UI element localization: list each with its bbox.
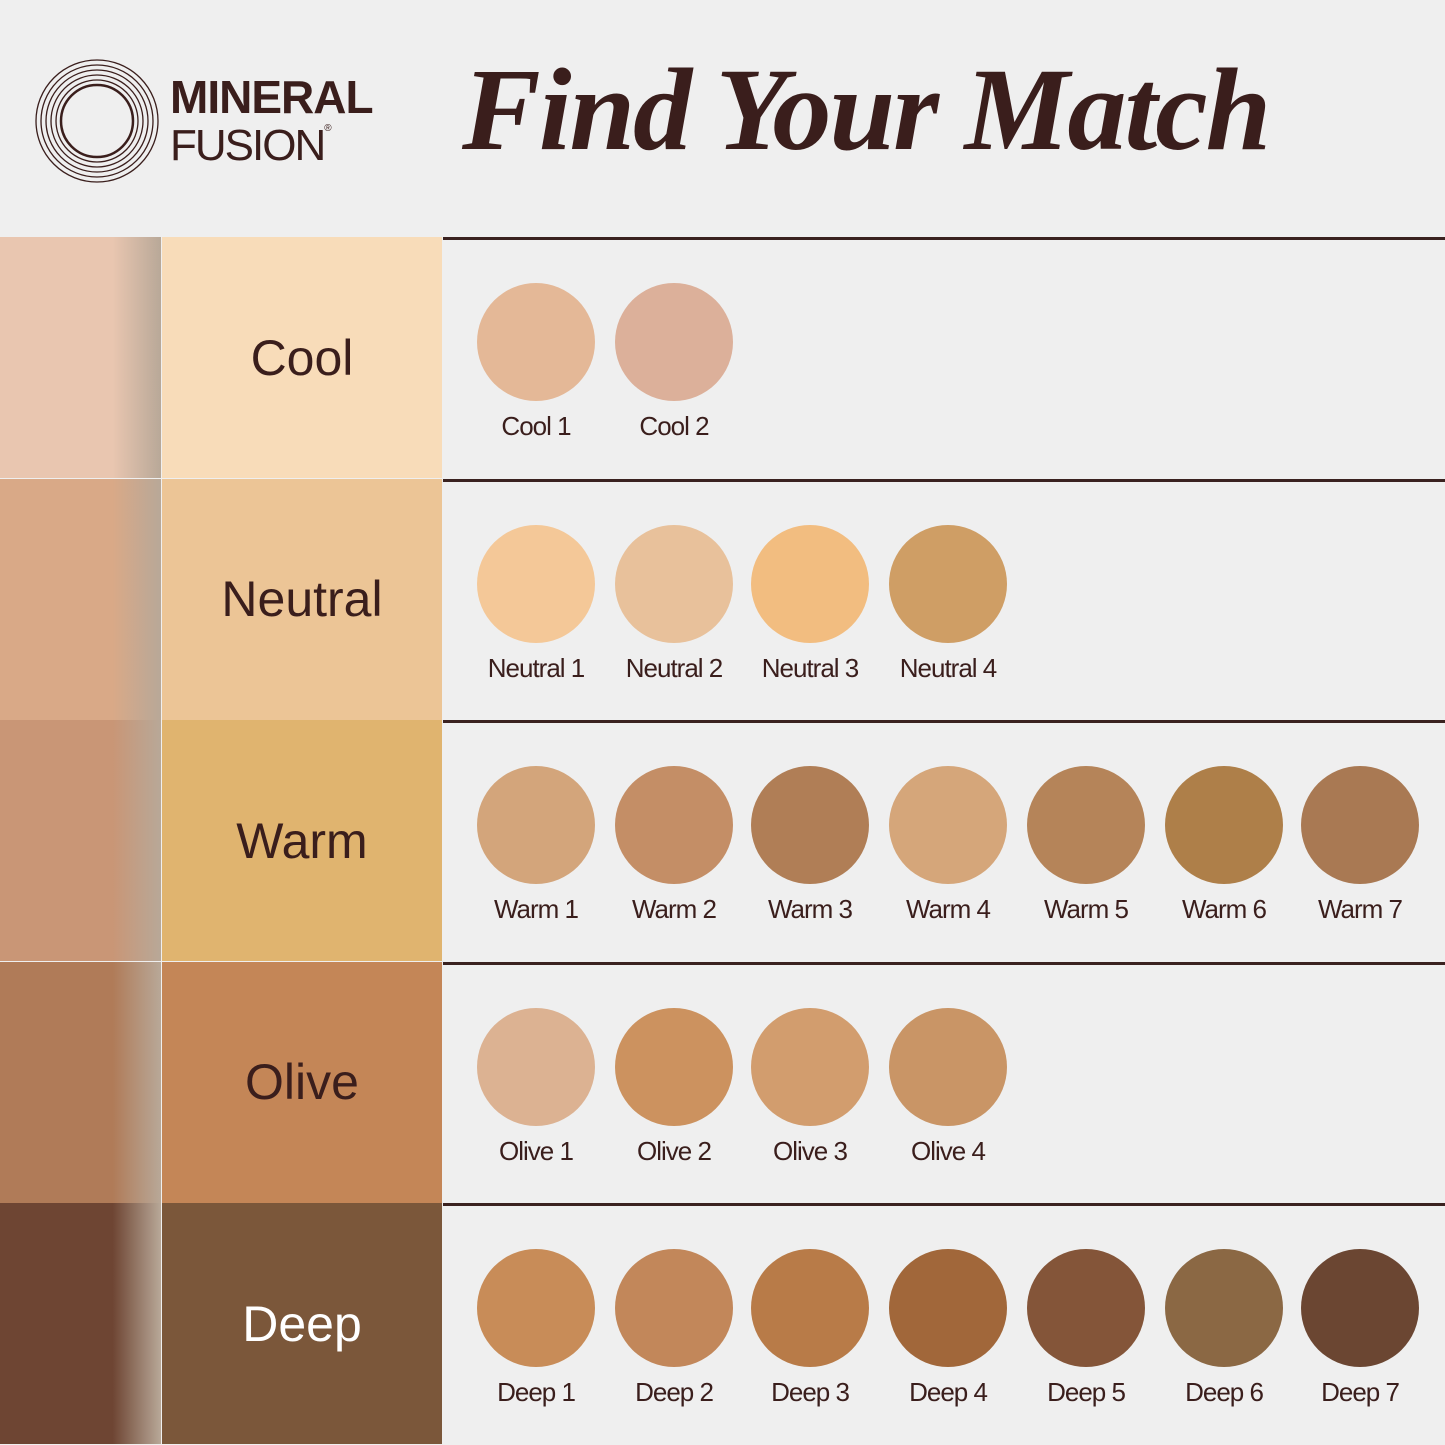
logo-rings-icon (35, 59, 159, 183)
shade-color-dot[interactable] (1165, 766, 1283, 885)
shade-swatch[interactable]: Deep 7 (1291, 1249, 1429, 1407)
shade-name: Deep 2 (635, 1377, 714, 1408)
shade-name: Cool 2 (639, 411, 709, 441)
shade-row-cool: Cool Cool 1 Cool 2 (0, 237, 1445, 478)
shade-row-deep: Deep Deep 1 Deep 2 Deep 3 Deep 4 Deep 5 … (0, 1203, 1445, 1445)
shade-swatch[interactable]: Warm 4 (879, 766, 1017, 924)
registered-mark: ® (324, 123, 332, 134)
shade-color-dot[interactable] (889, 1007, 1007, 1126)
shade-swatch[interactable]: Deep 2 (605, 1249, 743, 1407)
shade-swatch[interactable]: Deep 6 (1155, 1249, 1293, 1407)
shade-row-olive: Olive Olive 1 Olive 2 Olive 3 Olive 4 (0, 961, 1445, 1203)
undertone-label: Cool (162, 237, 442, 478)
undertone-label: Neutral (162, 478, 442, 720)
shade-name: Olive 2 (637, 1135, 712, 1166)
shade-color-dot[interactable] (1301, 1249, 1419, 1368)
model-photo (0, 720, 161, 962)
shade-swatch[interactable]: Olive 3 (741, 1007, 879, 1166)
shade-color-dot[interactable] (751, 524, 869, 643)
shade-name: Deep 6 (1185, 1377, 1264, 1408)
shade-name: Warm 3 (767, 894, 853, 925)
shade-row-neutral: Neutral Neutral 1 Neutral 2 Neutral 3 Ne… (0, 478, 1445, 720)
shade-color-dot[interactable] (477, 524, 595, 643)
shade-name: Warm 4 (905, 894, 991, 925)
shade-name: Warm 2 (631, 894, 717, 925)
shade-swatch[interactable]: Deep 1 (467, 1249, 605, 1407)
shade-swatch[interactable]: Olive 2 (605, 1007, 743, 1166)
shade-name: Deep 1 (497, 1377, 576, 1408)
shade-name: Olive 4 (911, 1135, 986, 1166)
shade-color-dot[interactable] (615, 1007, 733, 1126)
shade-name: Deep 4 (909, 1377, 988, 1408)
shade-name: Deep 7 (1321, 1377, 1400, 1408)
shade-name: Warm 1 (493, 894, 579, 925)
shade-name: Deep 3 (771, 1377, 850, 1408)
shade-name: Cool 1 (501, 411, 571, 441)
brand-logo: MINERAL FUSION® (34, 58, 434, 188)
shade-color-dot[interactable] (751, 766, 869, 885)
undertone-label: Olive (162, 961, 442, 1203)
shade-swatch[interactable]: Neutral 1 (467, 524, 605, 683)
shade-color-dot[interactable] (477, 283, 595, 401)
model-photo (0, 961, 161, 1203)
row-divider (443, 1203, 1445, 1207)
row-divider (443, 478, 1445, 482)
shade-name: Warm 7 (1317, 894, 1403, 925)
shade-color-dot[interactable] (477, 766, 595, 885)
shade-color-dot[interactable] (889, 1249, 1007, 1368)
shade-color-dot[interactable] (751, 1007, 869, 1126)
row-divider (443, 237, 1445, 240)
shade-name: Olive 1 (499, 1135, 574, 1166)
shade-name: Warm 6 (1181, 894, 1267, 925)
brand-name-line2: FUSION® (170, 124, 332, 168)
undertone-label: Warm (162, 720, 442, 962)
shade-swatch[interactable]: Warm 3 (741, 766, 879, 924)
shade-name: Warm 5 (1043, 894, 1129, 925)
shade-swatch[interactable]: Deep 5 (1017, 1249, 1155, 1407)
undertone-label: Deep (162, 1203, 442, 1445)
model-photo (0, 478, 161, 720)
shade-color-dot[interactable] (889, 524, 1007, 643)
shade-row-warm: Warm Warm 1 Warm 2 Warm 3 Warm 4 Warm 5 … (0, 720, 1445, 962)
row-divider (443, 961, 1445, 965)
shade-swatch[interactable]: Warm 5 (1017, 766, 1155, 924)
shade-name: Neutral 1 (487, 652, 586, 683)
brand-name-line1: MINERAL (170, 71, 374, 123)
shade-name: Neutral 3 (761, 652, 860, 683)
shade-color-dot[interactable] (477, 1007, 595, 1126)
model-photo (0, 1203, 161, 1445)
shade-name: Olive 3 (773, 1135, 848, 1166)
shade-color-dot[interactable] (1301, 766, 1419, 885)
shade-swatch[interactable]: Neutral 4 (879, 524, 1017, 683)
shade-swatch[interactable]: Neutral 2 (605, 524, 743, 683)
shade-color-dot[interactable] (615, 283, 733, 401)
model-photo (0, 237, 161, 478)
shade-color-dot[interactable] (1027, 1249, 1145, 1368)
shade-swatch[interactable]: Warm 1 (467, 766, 605, 924)
shade-name: Neutral 4 (899, 652, 998, 683)
shade-swatch[interactable]: Cool 2 (605, 283, 743, 441)
shade-name: Neutral 2 (625, 652, 724, 683)
shade-swatch[interactable]: Olive 1 (467, 1007, 605, 1166)
shade-color-dot[interactable] (1027, 766, 1145, 885)
shade-swatch[interactable]: Cool 1 (467, 283, 605, 441)
shade-swatch[interactable]: Warm 6 (1155, 766, 1293, 924)
page-title: Find Your Match (462, 44, 1271, 175)
shade-swatch[interactable]: Warm 2 (605, 766, 743, 924)
row-divider (443, 720, 1445, 724)
shade-color-dot[interactable] (477, 1249, 595, 1368)
shade-swatch[interactable]: Warm 7 (1291, 766, 1429, 924)
shade-color-dot[interactable] (889, 766, 1007, 885)
shade-color-dot[interactable] (1165, 1249, 1283, 1368)
shade-color-dot[interactable] (751, 1249, 869, 1368)
shade-color-dot[interactable] (615, 766, 733, 885)
shade-color-dot[interactable] (615, 524, 733, 643)
shade-swatch[interactable]: Deep 4 (879, 1249, 1017, 1407)
shade-swatch[interactable]: Deep 3 (741, 1249, 879, 1407)
shade-color-dot[interactable] (615, 1249, 733, 1368)
shade-name: Deep 5 (1047, 1377, 1126, 1408)
shade-swatch[interactable]: Olive 4 (879, 1007, 1017, 1166)
shade-swatch[interactable]: Neutral 3 (741, 524, 879, 683)
brand-name-fusion: FUSION (170, 121, 326, 170)
